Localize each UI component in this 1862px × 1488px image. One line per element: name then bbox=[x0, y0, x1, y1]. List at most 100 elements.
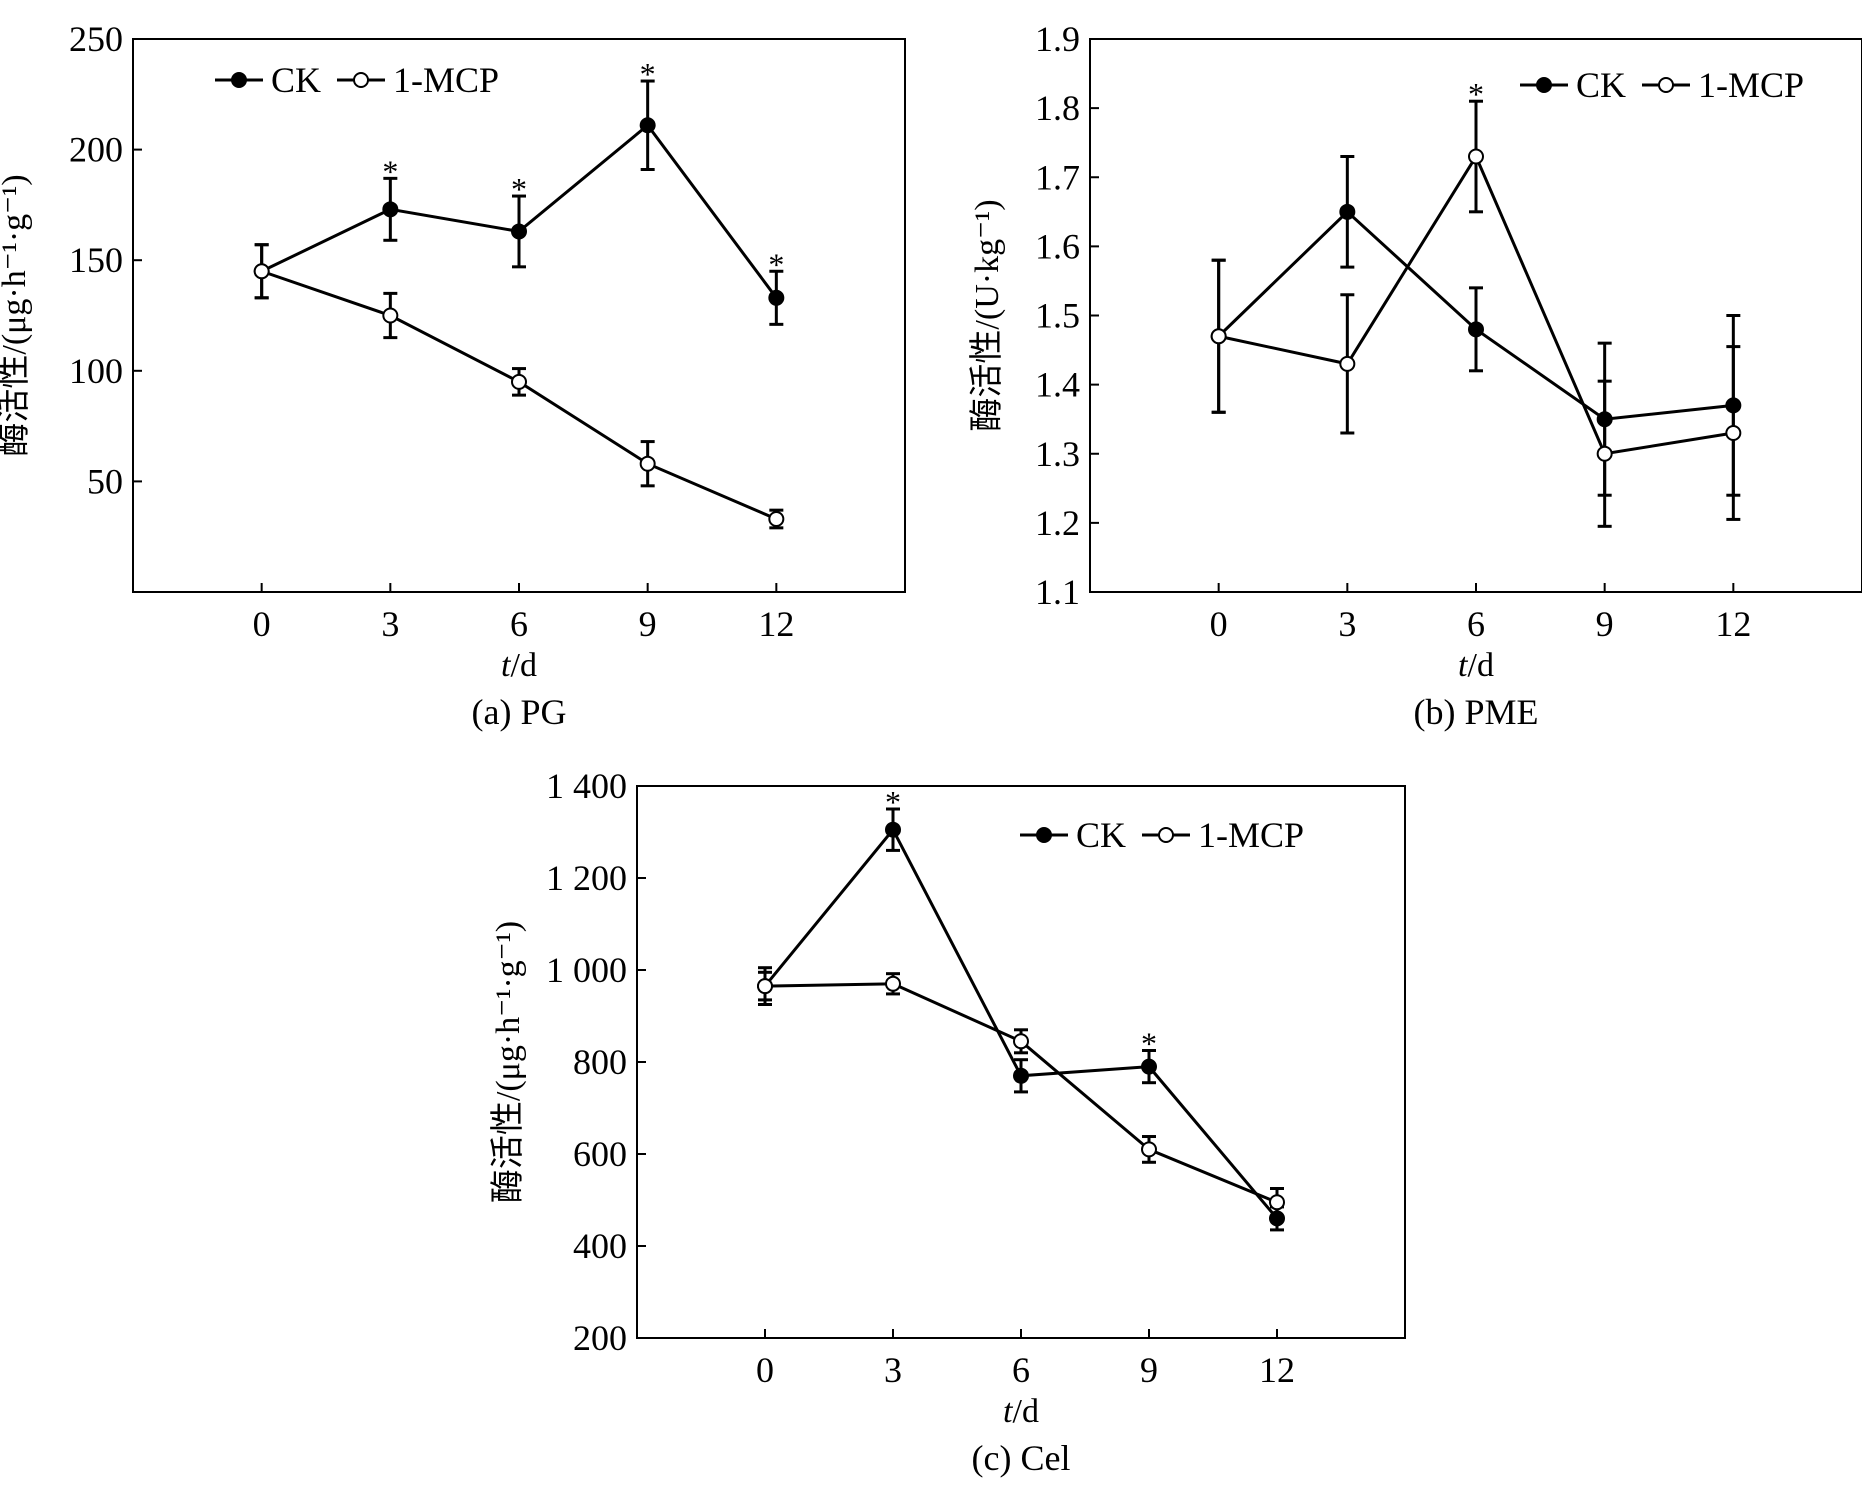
x-tick-label: 3 bbox=[381, 604, 399, 644]
data-point-1-mcp bbox=[1013, 1033, 1029, 1050]
x-tick-label: 6 bbox=[1012, 1350, 1030, 1390]
significance-star: * bbox=[1141, 1026, 1157, 1062]
x-axis-title-var: t bbox=[1003, 1393, 1014, 1430]
data-point-ck bbox=[768, 289, 785, 306]
data-point-ck bbox=[1468, 321, 1484, 338]
y-tick-label: 50 bbox=[87, 461, 123, 501]
data-point-1-mcp bbox=[885, 975, 901, 992]
x-axis-title: t/d bbox=[501, 647, 537, 684]
x-tick-label: 6 bbox=[510, 604, 528, 644]
x-tick-label: 6 bbox=[1467, 604, 1485, 644]
data-point-ck bbox=[639, 117, 656, 134]
y-tick-label: 1.1 bbox=[1035, 572, 1080, 612]
data-point-1-mcp bbox=[253, 263, 270, 280]
data-point-ck bbox=[382, 201, 399, 218]
y-tick-label: 100 bbox=[69, 351, 123, 391]
data-point-1-mcp bbox=[1725, 425, 1742, 442]
significance-star: * bbox=[768, 246, 784, 282]
chart-b-pme: 0 3 6 9 12 1.1 1.2 1.3 1.4 1.5 1.6 1.7 1.8 1.9 t/d 酶活性/… bbox=[968, 19, 1862, 732]
legend-marker bbox=[1158, 827, 1174, 843]
legend-label: 1-MCP bbox=[1698, 65, 1804, 105]
legend-label: CK bbox=[1576, 65, 1626, 105]
y-tick-label: 1.4 bbox=[1035, 365, 1080, 405]
y-tick-label: 1 200 bbox=[546, 858, 627, 898]
x-axis-title-unit: /d bbox=[511, 647, 537, 684]
x-tick-label: 0 bbox=[756, 1350, 774, 1390]
x-axis-title: t/d bbox=[1458, 647, 1494, 684]
chart-a-pg: 0 3 6 9 12 50 100 150 200 250 t/d 酶活性/(μg·h⁻¹·g⁻¹) (… bbox=[0, 19, 906, 732]
data-point-1-mcp bbox=[511, 373, 527, 390]
chart-caption: (a) PG bbox=[472, 692, 567, 732]
data-point-ck bbox=[511, 223, 527, 240]
y-tick-label: 200 bbox=[573, 1318, 627, 1358]
y-tick-label: 800 bbox=[573, 1042, 627, 1082]
legend-marker bbox=[1658, 77, 1674, 93]
y-tick-label: 1.9 bbox=[1035, 19, 1080, 59]
data-point-ck bbox=[1141, 1058, 1157, 1075]
x-axis-title: t/d bbox=[1003, 1393, 1039, 1430]
x-tick-label: 3 bbox=[1338, 604, 1356, 644]
legend-marker bbox=[1536, 77, 1552, 93]
data-point-ck bbox=[885, 821, 901, 838]
data-point-ck bbox=[1596, 411, 1613, 428]
legend-marker bbox=[231, 72, 247, 88]
y-tick-label: 600 bbox=[573, 1134, 627, 1174]
x-tick-label: 12 bbox=[1715, 604, 1751, 644]
legend-marker bbox=[353, 72, 369, 88]
y-tick-label: 1 400 bbox=[546, 766, 627, 806]
x-tick-label: 0 bbox=[253, 604, 271, 644]
legend-marker bbox=[1036, 827, 1052, 843]
chart-caption: (b) PME bbox=[1414, 692, 1539, 732]
x-tick-label: 0 bbox=[1210, 604, 1228, 644]
data-point-1-mcp bbox=[1596, 445, 1613, 462]
y-tick-label: 1.5 bbox=[1035, 296, 1080, 336]
x-axis-title-unit: /d bbox=[1468, 647, 1494, 684]
data-point-1-mcp bbox=[639, 455, 656, 472]
chart-caption: (c) Cel bbox=[972, 1438, 1071, 1478]
data-point-ck bbox=[1725, 397, 1742, 414]
x-tick-label: 9 bbox=[1596, 604, 1614, 644]
y-tick-label: 1.6 bbox=[1035, 226, 1080, 266]
x-tick-label: 12 bbox=[758, 604, 794, 644]
y-tick-label: 1.2 bbox=[1035, 503, 1080, 543]
legend-label: CK bbox=[1076, 815, 1126, 855]
y-tick-label: 1 000 bbox=[546, 950, 627, 990]
significance-star: * bbox=[885, 784, 901, 820]
y-tick-label: 250 bbox=[69, 19, 123, 59]
significance-star: * bbox=[1468, 76, 1484, 112]
y-tick-label: 1.7 bbox=[1035, 157, 1080, 197]
data-point-1-mcp bbox=[757, 978, 773, 995]
y-tick-label: 1.8 bbox=[1035, 88, 1080, 128]
y-axis-title: 酶活性/(U·kg⁻¹) bbox=[968, 199, 1006, 431]
plot-frame bbox=[132, 38, 906, 593]
x-tick-label: 9 bbox=[639, 604, 657, 644]
significance-star: * bbox=[382, 153, 398, 189]
data-point-ck bbox=[1269, 1210, 1285, 1227]
data-point-1-mcp bbox=[1269, 1194, 1285, 1211]
significance-star: * bbox=[511, 171, 527, 207]
data-point-1-mcp bbox=[1141, 1141, 1157, 1158]
x-axis-title-unit: /d bbox=[1013, 1393, 1039, 1430]
x-axis-title-var: t bbox=[501, 647, 512, 684]
legend-label: 1-MCP bbox=[393, 60, 499, 100]
x-axis-title-var: t bbox=[1458, 647, 1469, 684]
data-point-ck bbox=[1013, 1067, 1029, 1084]
y-axis-title: 酶活性/(μg·h⁻¹·g⁻¹) bbox=[0, 174, 33, 456]
y-tick-label: 200 bbox=[69, 130, 123, 170]
legend-label: 1-MCP bbox=[1198, 815, 1304, 855]
x-tick-label: 12 bbox=[1259, 1350, 1295, 1390]
significance-star: * bbox=[640, 56, 656, 92]
y-axis-title: 酶活性/(μg·h⁻¹·g⁻¹) bbox=[489, 921, 527, 1203]
data-point-1-mcp bbox=[1468, 148, 1484, 165]
data-point-1-mcp bbox=[1339, 355, 1356, 372]
series-line-ck bbox=[763, 826, 1279, 1220]
data-point-ck bbox=[1339, 203, 1356, 220]
y-tick-label: 1.3 bbox=[1035, 434, 1080, 474]
x-tick-label: 9 bbox=[1140, 1350, 1158, 1390]
y-tick-label: 400 bbox=[573, 1226, 627, 1266]
y-tick-label: 150 bbox=[69, 240, 123, 280]
legend-label: CK bbox=[271, 60, 321, 100]
data-point-1-mcp bbox=[768, 511, 785, 528]
x-tick-label: 3 bbox=[884, 1350, 902, 1390]
